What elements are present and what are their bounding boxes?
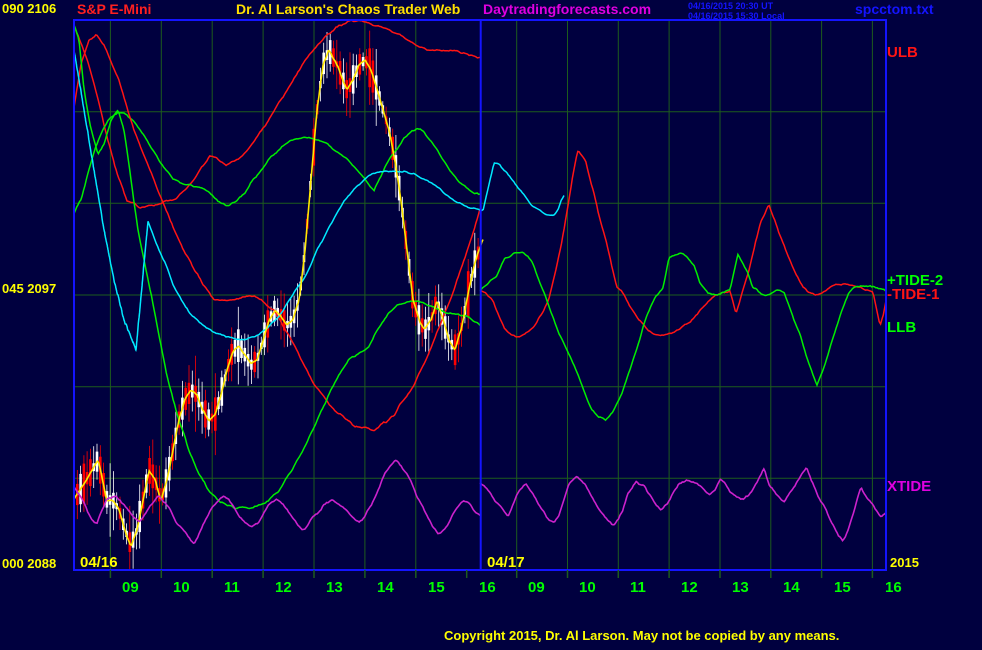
svg-text:XTIDE: XTIDE — [887, 478, 931, 495]
svg-text:13: 13 — [326, 579, 343, 596]
svg-text:ULB: ULB — [887, 44, 918, 61]
svg-text:11: 11 — [630, 579, 646, 596]
svg-text:16: 16 — [885, 579, 902, 596]
svg-text:10: 10 — [579, 579, 596, 596]
svg-text:04/16: 04/16 — [80, 554, 118, 571]
svg-text:16: 16 — [479, 579, 496, 596]
svg-text:15: 15 — [834, 579, 851, 596]
svg-text:10: 10 — [173, 579, 190, 596]
svg-text:2015: 2015 — [890, 555, 919, 570]
svg-text:S&P E-Mini: S&P E-Mini — [77, 1, 151, 17]
svg-text:14: 14 — [377, 579, 394, 596]
svg-text:12: 12 — [275, 579, 292, 596]
svg-text:15: 15 — [428, 579, 445, 596]
svg-text:Copyright 2015, Dr. Al Larson.: Copyright 2015, Dr. Al Larson. May not b… — [444, 628, 839, 643]
svg-text:spcctom.txt: spcctom.txt — [855, 1, 934, 17]
svg-text:04/16/2015 15:30 Local: 04/16/2015 15:30 Local — [688, 11, 785, 21]
svg-text:LLB: LLB — [887, 319, 916, 336]
svg-text:Dr. Al Larson's Chaos Trader W: Dr. Al Larson's Chaos Trader Web — [236, 1, 460, 17]
svg-text:04/16/2015 20:30 UT: 04/16/2015 20:30 UT — [688, 1, 774, 11]
svg-text:04/17: 04/17 — [487, 554, 525, 571]
svg-text:045 2097: 045 2097 — [2, 281, 56, 296]
svg-text:09: 09 — [122, 579, 139, 596]
svg-text:12: 12 — [681, 579, 698, 596]
svg-text:09: 09 — [528, 579, 545, 596]
svg-text:Daytradingforecasts.com: Daytradingforecasts.com — [483, 1, 651, 17]
svg-text:13: 13 — [732, 579, 749, 596]
svg-text:11: 11 — [224, 579, 240, 596]
svg-text:-TIDE-1: -TIDE-1 — [887, 286, 940, 303]
svg-text:14: 14 — [783, 579, 800, 596]
svg-text:000 2088: 000 2088 — [2, 556, 56, 571]
svg-text:090 2106: 090 2106 — [2, 1, 56, 16]
